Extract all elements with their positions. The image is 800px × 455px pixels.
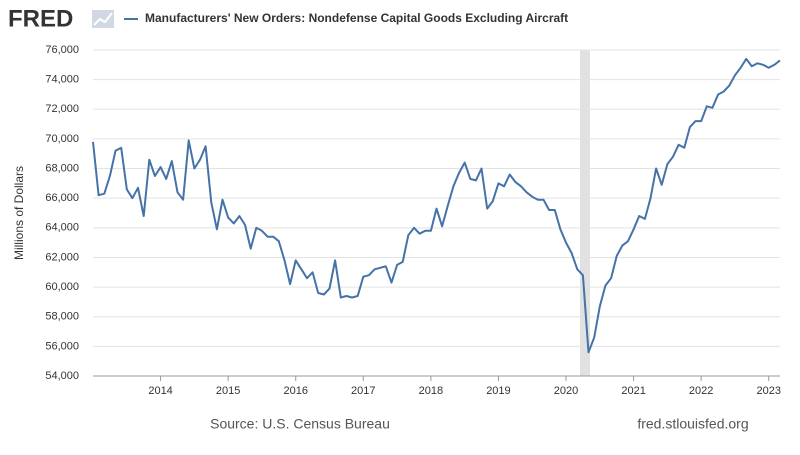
y-tick-label: 70,000 xyxy=(45,133,79,145)
x-tick-label: 2020 xyxy=(554,385,578,397)
y-tick-label: 62,000 xyxy=(45,251,79,263)
x-tick-label: 2021 xyxy=(621,385,645,397)
y-tick-label: 74,000 xyxy=(45,74,79,86)
x-tick-label: 2022 xyxy=(689,385,713,397)
x-tick-label: 2019 xyxy=(486,385,510,397)
x-tick-label: 2015 xyxy=(216,385,240,397)
x-tick-label: 2016 xyxy=(283,385,307,397)
y-tick-label: 56,000 xyxy=(45,340,79,352)
legend-label: Manufacturers' New Orders: Nondefense Ca… xyxy=(145,11,568,25)
x-tick-label: 2017 xyxy=(351,385,375,397)
y-tick-label: 54,000 xyxy=(45,370,79,382)
series-line xyxy=(92,57,781,354)
y-tick-label: 60,000 xyxy=(45,281,79,293)
y-axis-label: Millions of Dollars xyxy=(12,166,26,260)
recession-shading xyxy=(580,50,590,376)
x-tick-label: 2018 xyxy=(419,385,443,397)
x-tick-label: 2023 xyxy=(756,385,780,397)
site: fred.stlouisfed.org xyxy=(637,416,748,432)
source: Source: U.S. Census Bureau xyxy=(210,416,390,432)
y-tick-label: 68,000 xyxy=(45,162,79,174)
y-tick-label: 72,000 xyxy=(45,103,79,115)
y-tick-label: 66,000 xyxy=(45,192,79,204)
y-tick-label: 64,000 xyxy=(45,222,79,234)
logo-icon xyxy=(92,10,114,28)
y-tick-label: 58,000 xyxy=(45,311,79,323)
y-tick-label: 76,000 xyxy=(45,44,79,56)
x-tick-label: 2014 xyxy=(148,385,172,397)
fred-logo: FRED xyxy=(8,5,73,32)
